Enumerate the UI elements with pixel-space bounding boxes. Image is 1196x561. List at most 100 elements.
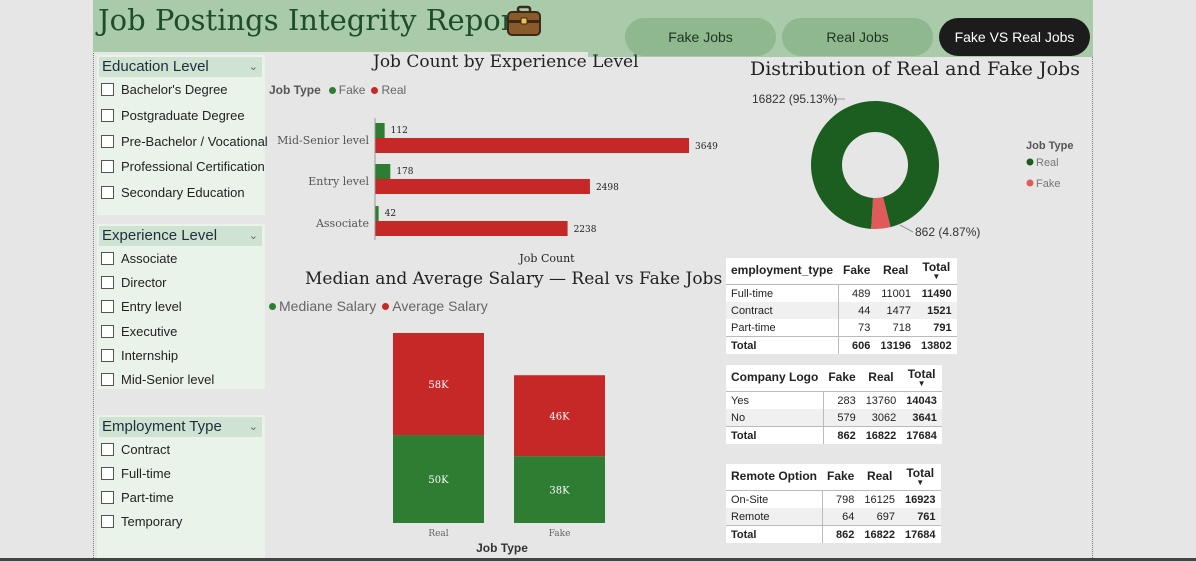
slicer-option-secondary-education[interactable]: Secondary Education (101, 185, 245, 200)
checkbox[interactable] (101, 373, 114, 386)
bar-average (393, 333, 484, 436)
slicer-option-postgraduate-degree[interactable]: Postgraduate Degree (101, 108, 245, 123)
column-header[interactable]: Company Logo (726, 365, 824, 392)
checkbox[interactable] (101, 443, 114, 456)
legend-dot-fake (328, 86, 336, 94)
table-row: No 579 3062 3641 (726, 409, 942, 427)
slicer-option-label: Secondary Education (121, 185, 245, 201)
checkbox[interactable] (101, 491, 114, 504)
table-total-row: Total 862 16822 17684 (726, 525, 941, 543)
data-label-real: 3649 (695, 142, 718, 152)
table-cell: 13196 (875, 336, 916, 354)
bar-median (393, 435, 484, 523)
data-label-median: 38K (549, 486, 570, 497)
employment-slicer-label: Employment Type (102, 418, 222, 435)
table-cell: Total (726, 525, 823, 543)
slicer-option-label: Postgraduate Degree (121, 107, 245, 123)
column-header[interactable]: Fake (823, 365, 861, 392)
column-header[interactable]: Real (860, 365, 902, 392)
column-header[interactable]: employment_type (726, 258, 839, 285)
slicer-option-professional-certification[interactable]: Professional Certification (101, 159, 265, 174)
chevron-down-icon[interactable]: ⌄ (248, 421, 258, 433)
column-header[interactable]: Total ▼ (901, 365, 942, 392)
sort-down-icon[interactable]: ▼ (917, 379, 926, 388)
column-header[interactable]: Fake (838, 258, 876, 285)
data-label-average: 46K (549, 412, 570, 423)
checkbox[interactable] (101, 515, 114, 528)
salary-legend: Mediane Salary Average Salary (263, 298, 488, 314)
sort-down-icon[interactable]: ▼ (916, 478, 925, 487)
checkbox[interactable] (101, 108, 114, 122)
experience-slicer-header[interactable]: Experience Level ⌄ (99, 226, 262, 246)
donut-slice-real (811, 101, 939, 229)
employment-slicer-header[interactable]: Employment Type ⌄ (99, 417, 262, 437)
column-header[interactable]: Real (875, 258, 916, 285)
nav-real-jobs-button[interactable]: Real Jobs (782, 18, 933, 56)
column-header[interactable]: Total ▼ (915, 258, 957, 285)
column-header[interactable]: Fake (822, 464, 860, 491)
checkbox[interactable] (101, 83, 114, 96)
bar-real (375, 179, 590, 194)
table-cell: 761 (899, 508, 941, 526)
slicer-option-bachelor-s-degree[interactable]: Bachelor's Degree (101, 82, 228, 97)
legend-dot-real (371, 86, 379, 94)
checkbox[interactable] (101, 186, 114, 200)
slicer-option-director[interactable]: Director (101, 275, 167, 290)
checkbox[interactable] (101, 134, 114, 148)
donut-chart: 16822 (95.13%) 862 (4.87%) Job Type Real Fak… (752, 92, 1073, 239)
bottom-border (0, 558, 1196, 561)
checkbox[interactable] (101, 252, 114, 265)
table-header-row: employment_type Fake Real Total ▼ (726, 258, 957, 285)
data-label-fake: 42 (385, 209, 396, 219)
slicer-option-full-time[interactable]: Full-time (101, 466, 171, 481)
education-slicer-label: Education Level (102, 58, 209, 75)
nav-fake-jobs-button[interactable]: Fake Jobs (625, 18, 776, 56)
slicer-option-associate[interactable]: Associate (101, 251, 177, 266)
legend-label-median: Mediane Salary (279, 298, 377, 314)
slicer-option-label: Entry level (121, 299, 182, 315)
checkbox[interactable] (101, 300, 114, 314)
table-cell: Remote (726, 508, 823, 526)
table-cell: 489 (852, 287, 871, 300)
education-slicer-header[interactable]: Education Level ⌄ (99, 57, 262, 77)
table-cell: 13802 (915, 336, 957, 354)
slicer-option-entry-level[interactable]: Entry level (101, 299, 182, 314)
table-total-row: Total 606 13196 13802 (726, 336, 957, 354)
slicer-option-mid-senior-level[interactable]: Mid-Senior level (101, 372, 214, 387)
sort-down-icon[interactable]: ▼ (932, 272, 941, 281)
column-header[interactable]: Real (859, 464, 900, 491)
table-cell: 44 (838, 302, 876, 319)
checkbox[interactable] (101, 160, 114, 174)
x-axis-label: Job Count (518, 252, 575, 265)
slicer-option-internship[interactable]: Internship (101, 348, 178, 363)
company-logo-table: Company Logo Fake Real Total ▼ Yes 283 13760 140… (726, 365, 942, 444)
legend-label-real: Real (381, 83, 407, 97)
table-cell: 1477 (875, 302, 916, 319)
slicer-option-pre-bachelor-vocational[interactable]: Pre-Bachelor / Vocational (101, 134, 268, 149)
table-header-row: Remote Option Fake Real Total ▼ (726, 464, 941, 491)
checkbox[interactable] (101, 467, 114, 480)
checkbox[interactable] (101, 348, 114, 362)
slicer-option-label: Director (121, 275, 167, 291)
experience-slicer (97, 224, 265, 389)
legend-dot-real (1026, 158, 1034, 166)
table-cell: 862 (823, 426, 861, 444)
slicer-option-temporary[interactable]: Temporary (101, 514, 182, 529)
bar-average (514, 375, 605, 457)
chevron-down-icon[interactable]: ⌄ (248, 230, 258, 242)
data-label-real: 2238 (574, 225, 597, 235)
chevron-down-icon[interactable]: ⌄ (248, 61, 258, 73)
slicer-option-contract[interactable]: Contract (101, 442, 170, 457)
nav-fake-vs-real-button[interactable]: Fake VS Real Jobs (939, 18, 1090, 56)
slicer-option-executive[interactable]: Executive (101, 324, 177, 339)
table-row: Full-time 489 11001 11490 (726, 284, 957, 302)
category-label: Associate (315, 217, 369, 230)
slicer-option-part-time[interactable]: Part-time (101, 490, 174, 505)
checkbox[interactable] (101, 276, 114, 290)
table-cell: 64 (822, 508, 860, 526)
checkbox[interactable] (101, 324, 114, 338)
column-header[interactable]: Total ▼ (899, 464, 941, 491)
table-cell: 16822 (860, 426, 902, 444)
column-header[interactable]: Remote Option (726, 464, 822, 491)
x-axis-label: Job Type (476, 541, 528, 555)
